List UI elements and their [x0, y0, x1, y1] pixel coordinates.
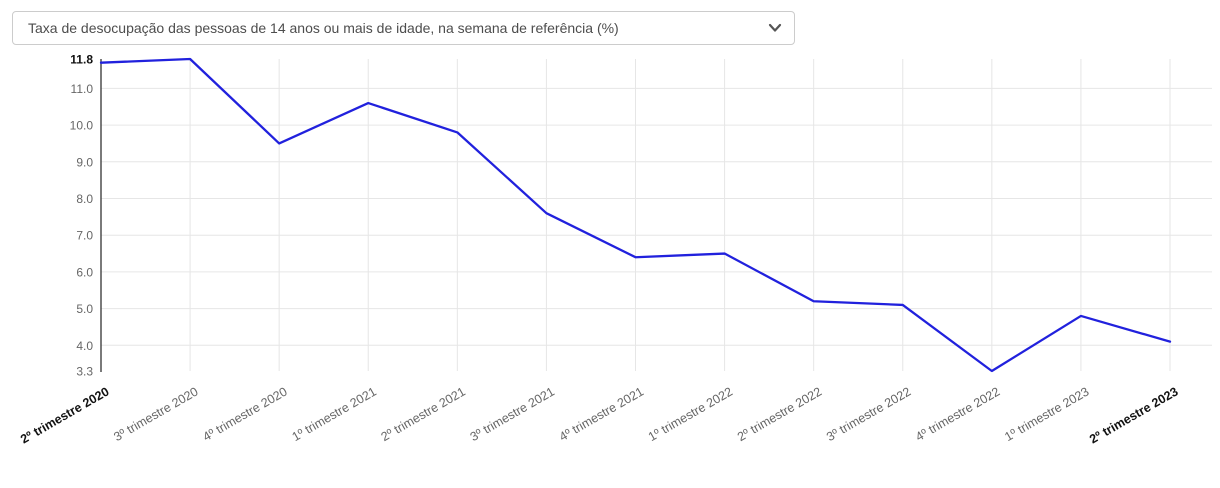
x-tick-label: 4º trimestre 2021 [557, 384, 646, 444]
x-tick-label: 4º trimestre 2020 [200, 384, 289, 444]
x-tick-label: 3º trimestre 2022 [824, 384, 913, 444]
y-tick-label: 8.0 [76, 192, 93, 206]
y-tick-label: 3.3 [76, 365, 93, 379]
y-tick-label: 10.0 [70, 119, 94, 133]
y-tick-label: 4.0 [76, 339, 93, 353]
x-tick-label: 3º trimestre 2021 [468, 384, 557, 444]
x-tick-label: 4º trimestre 2022 [913, 384, 1002, 444]
indicator-select-wrapper: Taxa de desocupação das pessoas de 14 an… [12, 11, 795, 45]
y-tick-label: 9.0 [76, 155, 93, 169]
x-tick-label: 3º trimestre 2020 [111, 384, 200, 444]
y-tick-label: 7.0 [76, 229, 93, 243]
y-tick-label: 6.0 [76, 265, 93, 279]
x-tick-label: 1º trimestre 2023 [1002, 384, 1091, 444]
x-tick-label: 1º trimestre 2022 [646, 384, 735, 444]
indicator-select[interactable]: Taxa de desocupação das pessoas de 14 an… [12, 11, 795, 45]
x-tick-label: 2º trimestre 2023 [1087, 384, 1180, 446]
x-tick-label: 2º trimestre 2021 [379, 384, 468, 444]
line-chart-canvas[interactable]: 11.8 11.0 10.0 9.0 8.0 7.0 6.0 5.0 4.0 3.3 2º trim… [0, 47, 1220, 488]
y-tick-label: 11.0 [71, 82, 94, 96]
y-tick-label: 5.0 [76, 302, 93, 316]
x-tick-label: 1º trimestre 2021 [290, 384, 379, 444]
indicator-selector-bar: Taxa de desocupação das pessoas de 14 an… [0, 0, 1220, 45]
unemployment-rate-chart: 11.8 11.0 10.0 9.0 8.0 7.0 6.0 5.0 4.0 3.3 2º trim… [0, 47, 1220, 488]
x-tick-label: 2º trimestre 2020 [18, 384, 111, 446]
data-line[interactable] [99, 57, 1172, 373]
x-tick-label: 2º trimestre 2022 [735, 384, 824, 444]
y-tick-label: 11.8 [70, 53, 93, 67]
